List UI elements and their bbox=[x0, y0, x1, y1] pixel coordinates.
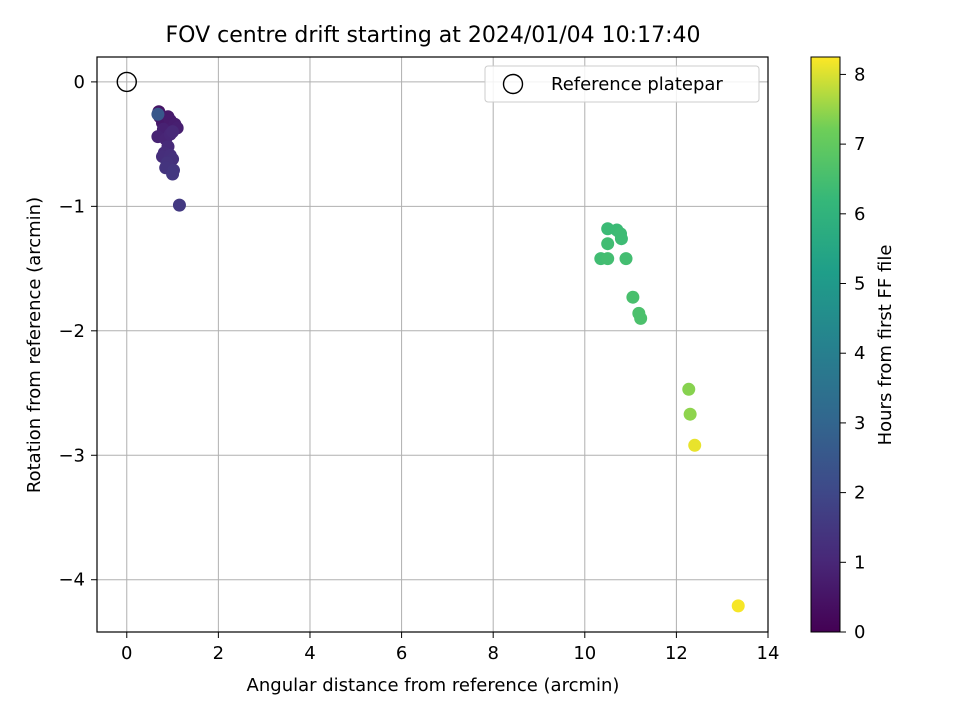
data-point bbox=[151, 107, 165, 121]
x-tick-label: 12 bbox=[665, 643, 688, 664]
x-tick-label: 14 bbox=[757, 643, 780, 664]
reference-point bbox=[116, 71, 137, 93]
y-axis-ticks: 0 −1 −2 −3 −4 bbox=[58, 72, 97, 591]
y-tick-label: −2 bbox=[58, 321, 85, 342]
legend: Reference platepar bbox=[484, 65, 760, 103]
data-point bbox=[166, 167, 180, 181]
x-tick-label: 6 bbox=[396, 643, 407, 664]
colorbar-tick-label: 8 bbox=[854, 64, 865, 85]
legend-label: Reference platepar bbox=[551, 74, 723, 95]
x-tick-label: 4 bbox=[304, 643, 315, 664]
data-point bbox=[683, 407, 697, 421]
data-point bbox=[601, 252, 615, 266]
data-point bbox=[614, 232, 628, 246]
colorbar-ticks: 0 1 2 3 4 5 6 7 8 bbox=[840, 64, 865, 643]
colorbar-tick-label: 4 bbox=[854, 343, 865, 364]
legend-box bbox=[484, 65, 760, 103]
colorbar-tick-label: 1 bbox=[854, 552, 865, 573]
colorbar-tick-label: 3 bbox=[854, 413, 865, 434]
grid-lines bbox=[97, 57, 769, 632]
plot-frame bbox=[96, 56, 769, 633]
y-tick-label: −4 bbox=[58, 570, 85, 591]
data-point bbox=[619, 252, 633, 266]
data-point bbox=[634, 311, 648, 325]
y-tick-label: −3 bbox=[58, 445, 85, 466]
data-point bbox=[688, 438, 702, 452]
data-point bbox=[166, 125, 180, 139]
x-tick-label: 8 bbox=[487, 643, 498, 664]
colorbar-tick-label: 5 bbox=[854, 274, 865, 295]
colorbar-tick-label: 6 bbox=[854, 204, 865, 225]
y-tick-label: −1 bbox=[58, 196, 85, 217]
legend-marker bbox=[502, 73, 524, 95]
reference-marker bbox=[116, 71, 137, 93]
scatter-points bbox=[151, 105, 745, 613]
data-point bbox=[172, 198, 186, 212]
y-axis-label: Rotation from reference (arcmin) bbox=[24, 197, 45, 493]
x-axis-label: Angular distance from reference (arcmin) bbox=[247, 675, 620, 696]
colorbar-tick-label: 0 bbox=[854, 622, 865, 643]
colorbar-tick-label: 2 bbox=[854, 483, 865, 504]
data-point bbox=[626, 290, 640, 304]
colorbar: 0 1 2 3 4 5 6 7 8 Hours from first FF file bbox=[810, 56, 896, 643]
x-axis-ticks: 0 2 4 6 8 10 12 14 bbox=[121, 632, 779, 664]
data-point bbox=[731, 599, 745, 613]
chart-title: FOV centre drift starting at 2024/01/04 … bbox=[166, 23, 701, 48]
colorbar-label: Hours from first FF file bbox=[875, 245, 896, 446]
y-tick-label: 0 bbox=[74, 72, 85, 93]
colorbar-tick-label: 7 bbox=[854, 134, 865, 155]
colorbar-gradient bbox=[810, 56, 841, 633]
x-tick-label: 0 bbox=[121, 643, 132, 664]
data-point bbox=[601, 237, 615, 251]
x-tick-label: 2 bbox=[213, 643, 224, 664]
data-point bbox=[682, 382, 696, 396]
x-tick-label: 10 bbox=[573, 643, 596, 664]
